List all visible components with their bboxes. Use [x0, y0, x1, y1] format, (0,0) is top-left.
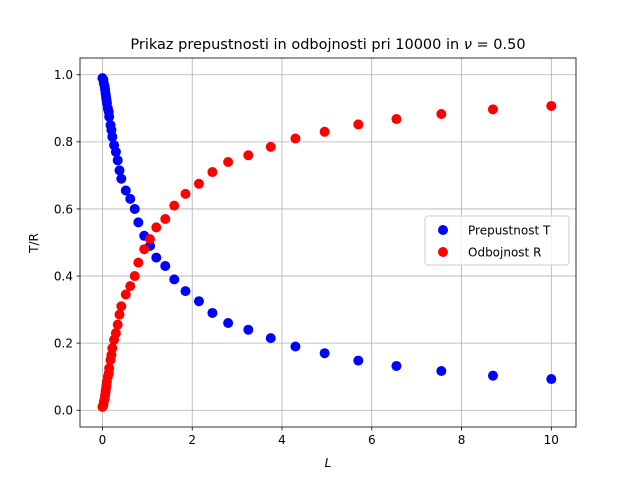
data-point	[290, 341, 301, 352]
x-tick-label: 6	[368, 433, 376, 447]
data-point	[114, 165, 125, 176]
data-point	[169, 274, 180, 285]
data-point	[120, 185, 131, 196]
data-point	[107, 131, 118, 142]
data-point	[436, 109, 447, 120]
data-point	[180, 286, 191, 297]
data-point	[391, 114, 402, 125]
axis-ticks: 0 2 4 6 8 10 0.0 0.2 0.4 0.6 0.8 1.0	[54, 68, 559, 447]
series-transmission	[97, 73, 557, 385]
data-point	[120, 289, 131, 300]
data-point	[110, 146, 121, 157]
data-point	[487, 104, 498, 115]
data-point	[104, 111, 115, 122]
legend-label-reflection: Odbojnost R	[468, 246, 541, 260]
data-point	[110, 328, 121, 339]
data-point	[151, 252, 162, 263]
data-point	[114, 309, 125, 320]
data-point	[391, 360, 402, 371]
series-reflection	[97, 100, 557, 412]
data-point	[139, 244, 150, 255]
data-point	[193, 178, 204, 189]
data-point	[160, 214, 171, 225]
data-point	[125, 193, 136, 204]
y-tick-label: 0.0	[54, 404, 73, 418]
y-tick-label: 1.0	[54, 68, 73, 82]
data-point	[353, 119, 364, 130]
data-point	[223, 318, 234, 329]
data-point	[319, 348, 330, 359]
data-series	[97, 73, 557, 412]
data-point	[546, 374, 557, 385]
data-point	[129, 203, 140, 214]
data-point	[133, 257, 144, 268]
data-point	[265, 141, 276, 152]
chart-title: Prikaz prepustnosti in odbojnosti pri 10…	[130, 37, 525, 53]
x-tick-label: 4	[278, 433, 286, 447]
y-tick-label: 0.6	[54, 202, 73, 216]
x-tick-label: 8	[458, 433, 466, 447]
data-point	[145, 234, 156, 245]
data-point	[133, 217, 144, 228]
legend-marker-reflection	[438, 247, 448, 257]
legend-marker-transmission	[438, 225, 448, 235]
data-point	[107, 343, 118, 354]
data-point	[243, 150, 254, 161]
data-point	[116, 173, 127, 184]
y-tick-label: 0.2	[54, 336, 73, 350]
legend: Prepustnost T Odbojnost R	[424, 215, 570, 266]
data-point	[207, 167, 218, 178]
grid-lines	[80, 58, 576, 427]
x-axis-label: L	[325, 456, 332, 470]
data-point	[265, 333, 276, 344]
data-point	[207, 307, 218, 318]
plot-area-frame	[79, 57, 577, 428]
data-point	[129, 271, 140, 282]
x-tick-label: 0	[99, 433, 107, 447]
legend-label-transmission: Prepustnost T	[468, 224, 551, 238]
data-point	[169, 200, 180, 211]
y-axis-label: T/R	[27, 233, 41, 254]
data-point	[290, 133, 301, 144]
data-point	[180, 188, 191, 199]
data-point	[193, 296, 204, 307]
data-point	[160, 260, 171, 271]
data-point	[353, 355, 364, 366]
legend-box	[424, 215, 570, 266]
data-point	[546, 100, 557, 111]
data-point	[112, 155, 123, 166]
y-tick-label: 0.4	[54, 269, 73, 283]
data-point	[112, 319, 123, 330]
x-tick-label: 2	[188, 433, 196, 447]
data-point	[223, 156, 234, 167]
data-point	[319, 126, 330, 137]
data-point	[151, 222, 162, 233]
data-point	[487, 370, 498, 381]
data-point	[116, 301, 127, 312]
data-point	[125, 281, 136, 292]
data-point	[436, 365, 447, 376]
x-tick-label: 10	[544, 433, 559, 447]
y-tick-label: 0.8	[54, 135, 73, 149]
data-point	[104, 363, 115, 374]
data-point	[243, 324, 254, 335]
